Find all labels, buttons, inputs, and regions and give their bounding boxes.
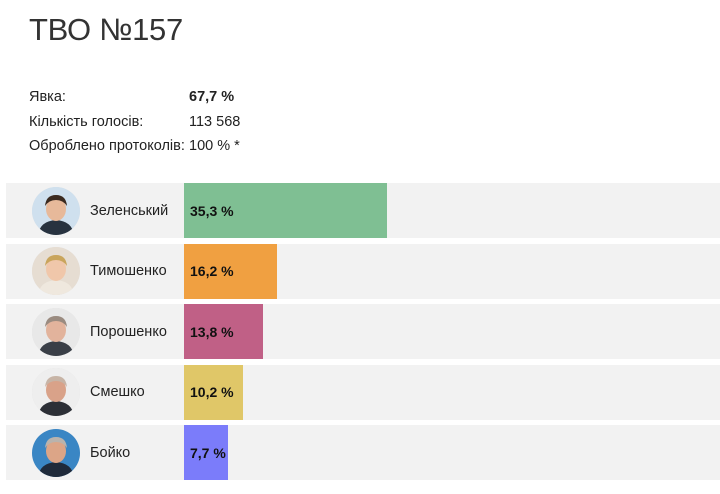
stat-row-votes: Кількість голосів: 113 568	[29, 110, 240, 135]
stats-block: Явка: 67,7 % Кількість голосів: 113 568 …	[29, 85, 240, 159]
stat-value: 67,7 %	[189, 89, 235, 106]
stat-label: Явка:	[29, 89, 66, 106]
result-bar	[184, 243, 278, 299]
stat-row-turnout: Явка: 67,7 %	[29, 85, 240, 110]
poroshenko-photo-icon	[32, 307, 80, 356]
candidate-row: Смешко 10,2 %	[6, 364, 720, 420]
result-value-label: 16,2 %	[190, 263, 234, 279]
zelensky-photo-icon	[32, 186, 80, 235]
results-chart: Зеленський 35,3 % Тимошенко 16,2 % Порошенко…	[6, 183, 720, 486]
candidate-name: Бойко	[90, 444, 131, 461]
candidate-name: Смешко	[90, 384, 145, 400]
candidate-row: Зеленський 35,3 %	[6, 183, 720, 238]
candidate-row: Бойко 7,7 %	[6, 425, 720, 480]
result-value-label: 10,2 %	[190, 384, 234, 400]
result-bar	[184, 364, 243, 420]
stat-label: Кількість голосів:	[29, 113, 144, 130]
smeshko-photo-icon	[32, 368, 80, 416]
boyko-photo-icon	[32, 428, 80, 477]
candidate-name: Зеленський	[90, 202, 169, 219]
stat-value: 113 568	[189, 113, 241, 130]
stat-label: Оброблено протоколів:	[29, 138, 185, 155]
candidate-row: Порошенко 13,8 %	[6, 304, 720, 359]
candidate-row: Тимошенко 16,2 %	[6, 243, 720, 299]
result-bar	[184, 304, 264, 359]
stat-value: 100 % *	[189, 138, 240, 155]
tymoshenko-photo-icon	[32, 247, 80, 295]
result-value-label: 7,7 %	[190, 444, 226, 461]
result-value-label: 13,8 %	[190, 323, 234, 340]
result-bar	[184, 183, 388, 238]
page-title: ТВО №157	[29, 12, 183, 47]
result-value-label: 35,3 %	[190, 202, 234, 219]
candidate-name: Тимошенко	[90, 263, 167, 279]
result-bar	[184, 425, 229, 480]
candidate-name: Порошенко	[90, 323, 167, 340]
stat-row-protocols: Оброблено протоколів: 100 % *	[29, 134, 240, 159]
